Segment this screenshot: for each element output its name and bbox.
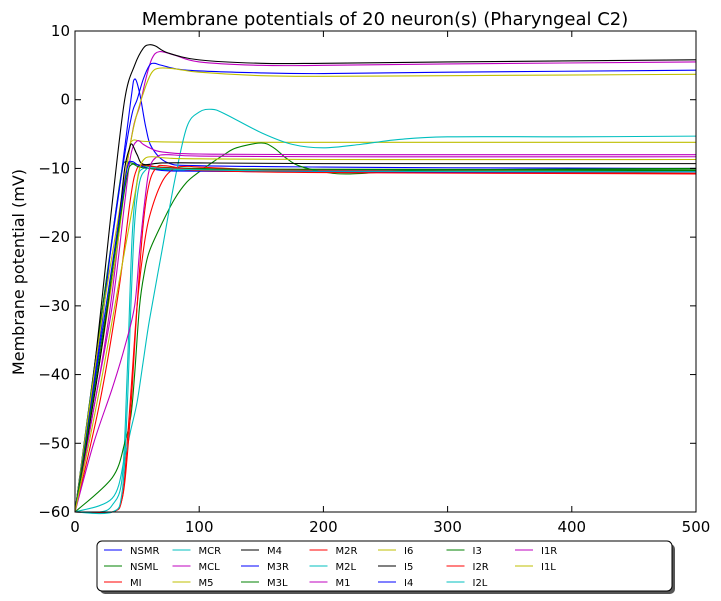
series-line-nsml [74,160,697,513]
series-line-i1l [74,156,697,513]
series-layer [74,44,697,515]
x-tick-label: 0 [70,518,80,536]
series-line-m1 [74,139,697,513]
series-line-mcl [74,50,697,513]
legend-label-m2l: M2L [336,562,357,573]
legend-label-i1l: I1L [541,562,556,573]
legend-label-m2r: M2R [336,546,358,557]
y-tick-label: −20 [38,228,70,246]
x-tick-label: 300 [433,518,462,536]
series-line-i4 [74,160,697,513]
legend-label-mcr: MCR [199,546,222,557]
series-line-i6 [74,67,697,513]
x-tick-label: 100 [185,518,214,536]
y-tick-label: −40 [38,366,70,384]
legend-label-i3: I3 [473,546,482,557]
series-line-mcr [74,167,697,514]
series-line-i2l [74,167,697,515]
legend-label-nsmr: NSMR [130,546,159,557]
legend-label-i1r: I1R [541,546,557,557]
series-line-i3 [74,163,697,513]
legend-label-nsml: NSML [130,562,158,573]
series-line-m5 [74,139,697,513]
y-axis-label: Membrane potential (mV) [9,169,28,375]
series-line-i1r [74,154,697,513]
series-line-m3r [74,62,697,513]
series-line-m3l [74,142,697,513]
x-tick-label: 500 [682,518,711,536]
legend-label-m5: M5 [199,578,214,589]
series-line-i5 [74,143,697,513]
x-tick-label: 400 [557,518,586,536]
legend-label-m3l: M3L [267,578,288,589]
y-tick-label: 0 [60,91,70,109]
y-tick-label: −60 [38,503,70,521]
legend-label-m1: M1 [336,578,351,589]
legend-label-i5: I5 [404,562,413,573]
series-line-nsmr [74,78,697,513]
legend-label-m3r: M3R [267,562,289,573]
y-tick-label: −30 [38,297,70,315]
y-tick-label: 10 [51,22,70,40]
legend-label-i4: I4 [404,578,413,589]
x-tick-label: 200 [309,518,338,536]
chart-title: Membrane potentials of 20 neuron(s) (Pha… [142,9,629,30]
tick-layer: 0 100 200 300 400 500 −60 −50 −40 −30 −20 −10 0 10 [38,22,710,536]
legend-label-m4: M4 [267,546,282,557]
series-line-m2l [74,108,697,513]
series-line-m4 [74,44,697,513]
y-tick-label: −50 [38,434,70,452]
legend: NSMR NSML MI MCR MCL M5 M4 M3R M3L M2R M2L M1 I6 I5 I4… [96,540,675,594]
legend-label-i6: I6 [404,546,413,557]
plot-area-frame [74,30,697,513]
legend-label-mcl: MCL [199,562,221,573]
series-line-i2r [74,164,697,514]
legend-label-mi: MI [130,578,142,589]
legend-label-i2l: I2L [473,578,488,589]
legend-label-i2r: I2R [473,562,489,573]
y-tick-label: −10 [38,159,70,177]
